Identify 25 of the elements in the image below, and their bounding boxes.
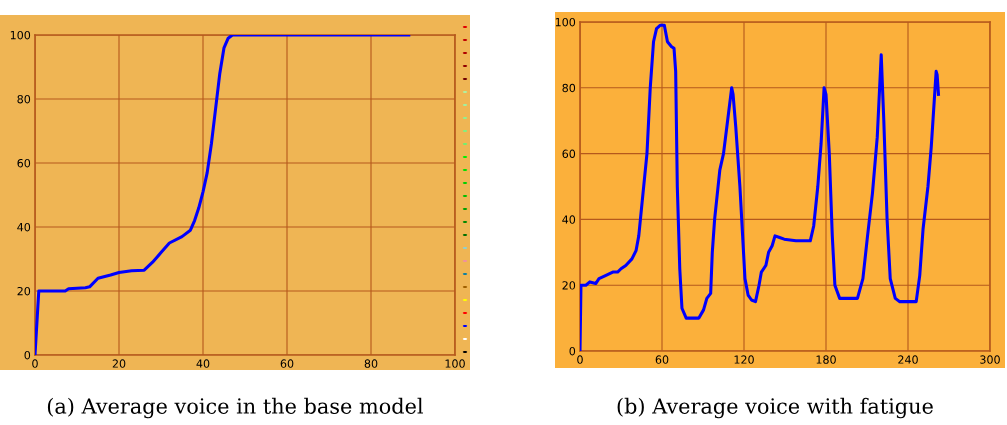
y-tick-label: 20: [562, 281, 576, 290]
text: (a) Average voice in the base model: [47, 397, 423, 419]
x-tick-label: 40: [196, 359, 210, 368]
y-tick-label: 80: [17, 94, 31, 104]
y-tick-label: 100: [10, 30, 31, 40]
y-tick-label: 60: [562, 149, 576, 158]
x-tick-label: 20: [112, 359, 126, 368]
x-tick-label: 0: [577, 355, 583, 364]
y-tick-label: 80: [562, 83, 576, 93]
x-tick-label: 240: [898, 355, 918, 364]
y-tick-label: 60: [17, 158, 31, 168]
x-tick-label: 80: [364, 359, 378, 368]
x-tick-label: 60: [280, 359, 294, 368]
x-tick-label: 0: [32, 359, 38, 368]
y-tick-label: 20: [17, 286, 31, 296]
x-tick-label: 60: [655, 355, 669, 364]
x-tick-label: 120: [734, 355, 754, 364]
x-tick-label: 300: [980, 355, 1000, 364]
x-tick-label: 180: [816, 355, 836, 364]
y-tick-label: 40: [562, 215, 576, 224]
y-tick-label: 100: [555, 17, 576, 27]
text: (b) Average voice with fatigue: [617, 397, 933, 419]
y-tick-label: 0: [569, 346, 576, 356]
x-tick-label: 100: [445, 359, 465, 368]
y-tick-label: 40: [17, 222, 31, 232]
